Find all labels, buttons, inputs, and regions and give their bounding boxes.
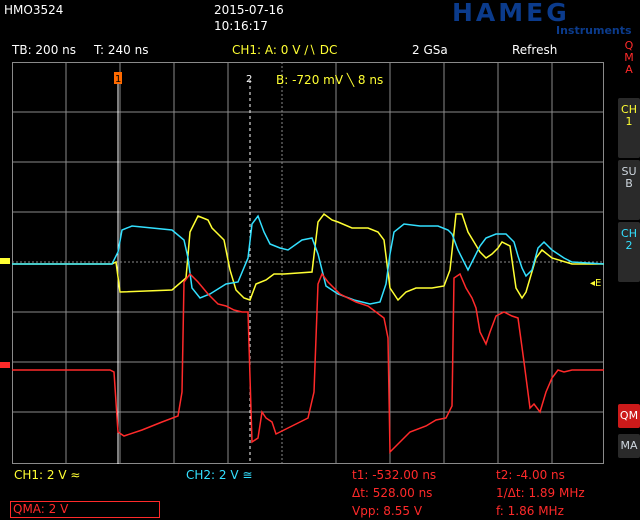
marker-2-label: 2	[246, 74, 252, 85]
math-ground-marker	[0, 362, 10, 368]
qma-side-label: QMA	[624, 39, 634, 76]
timebase-readout[interactable]: TB: 200 ns	[12, 43, 76, 57]
cursor-t1-readout: t1: -532.00 ns	[352, 468, 437, 482]
ch1-side-button[interactable]: CH1	[618, 98, 640, 158]
model-name: HMO3524	[4, 3, 64, 17]
trigger-b-label: B: -720 mV ╲ 8 ns	[276, 72, 383, 87]
acquisition-mode[interactable]: Refresh	[512, 43, 558, 57]
ch1-trace	[12, 212, 604, 302]
inverse-delta-t-readout: 1/Δt: 1.89 MHz	[496, 486, 585, 500]
math-trace	[12, 272, 604, 454]
ch1-scale[interactable]: CH1: 2 V ≈	[14, 468, 81, 482]
ch2-scale[interactable]: CH2: 2 V ≅	[186, 468, 253, 482]
marker-1-label: 1	[115, 74, 121, 85]
waveform-display[interactable]: B: -720 mV ╲ 8 ns 1 2 ◂E	[12, 62, 604, 464]
sub-side-button[interactable]: SUB	[618, 160, 640, 220]
sample-rate-readout: 2 GSa	[412, 43, 448, 57]
ma-side-button[interactable]: MA	[618, 434, 640, 458]
qm-side-button[interactable]: QM	[618, 404, 640, 428]
cursor-t2-readout: t2: -4.00 ns	[496, 468, 565, 482]
edge-label: ◂E	[590, 278, 601, 289]
brand-logo: HAMEG	[452, 0, 570, 27]
graticule	[12, 62, 604, 464]
ch1-ground-marker	[0, 258, 10, 264]
trigger-setting-readout[interactable]: CH1: A: 0 V ∕∖ DC	[232, 43, 338, 57]
time-label: 10:16:17	[214, 19, 268, 33]
frequency-readout: f: 1.86 MHz	[496, 504, 564, 518]
brand-subtitle: Instruments	[556, 24, 632, 37]
ch2-trace	[12, 214, 604, 305]
vpp-readout: Vpp: 8.55 V	[352, 504, 423, 518]
trigger-time-readout[interactable]: T: 240 ns	[94, 43, 149, 57]
footer-panel: CH1: 2 V ≈ CH2: 2 V ≅ t1: -532.00 ns t2:…	[0, 464, 640, 520]
date-label: 2015-07-16	[214, 3, 284, 17]
qma-scale[interactable]: QMA: 2 V	[10, 501, 160, 518]
header-bar: HMO3524 2015-07-16 10:16:17 HAMEG Instru…	[0, 0, 640, 40]
ch2-side-button[interactable]: CH2	[618, 222, 640, 282]
marker-1-flag	[114, 72, 122, 84]
delta-t-readout: Δt: 528.00 ns	[352, 486, 433, 500]
